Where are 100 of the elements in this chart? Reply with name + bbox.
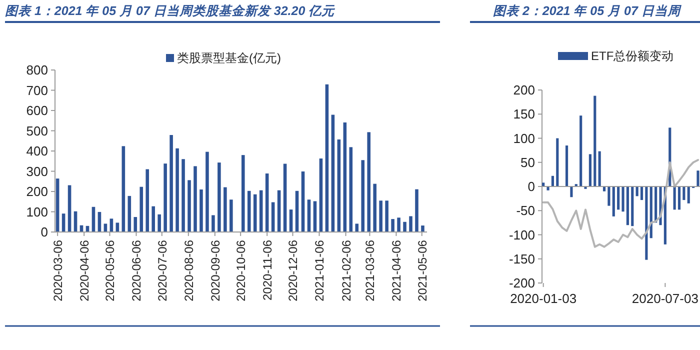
y-tick-label: 50 — [520, 154, 535, 170]
y-tick-label: 300 — [26, 164, 48, 179]
bar — [622, 186, 624, 212]
bar — [570, 186, 573, 198]
y-tick-label: 700 — [26, 82, 48, 98]
bar — [176, 148, 179, 232]
bar — [673, 186, 676, 210]
y-tick-label: 200 — [26, 184, 48, 199]
legend-label: ETF总份额变动 — [591, 49, 674, 63]
bar — [373, 184, 376, 232]
y-tick-label: 0 — [528, 179, 535, 194]
bar — [594, 96, 596, 186]
bar — [421, 226, 424, 232]
bar — [397, 218, 400, 232]
x-tick-label: 2021-05-06 — [415, 240, 430, 302]
y-tick-label: -50 — [516, 203, 535, 218]
bar — [391, 219, 394, 232]
bar — [696, 170, 700, 186]
bar — [188, 180, 191, 232]
x-tick-label: 2020-06-06 — [130, 240, 144, 302]
bar — [56, 178, 60, 232]
y-tick-label: 150 — [513, 106, 535, 122]
bar — [349, 147, 353, 232]
y-tick-label: 800 — [26, 62, 48, 78]
bar — [565, 145, 568, 186]
bar — [224, 187, 227, 232]
bar — [551, 176, 554, 186]
bar — [650, 186, 652, 238]
bar — [140, 186, 144, 232]
bar — [403, 222, 406, 232]
bar — [128, 196, 132, 232]
bar — [152, 206, 155, 232]
bar — [415, 189, 418, 232]
bar — [122, 146, 126, 232]
bar — [608, 186, 610, 206]
bar — [355, 224, 359, 232]
bar — [319, 158, 323, 232]
bar — [295, 190, 299, 232]
bar — [379, 200, 382, 232]
bar — [200, 189, 203, 232]
bar — [194, 166, 197, 232]
bar — [546, 186, 550, 190]
x-tick-label: 2020-01-03 — [510, 291, 577, 306]
x-tick-label: 2020-07-06 — [155, 240, 170, 302]
x-tick-label: 2021-01-06 — [312, 240, 327, 302]
y-tick-label: 600 — [26, 103, 48, 118]
bar — [598, 151, 601, 186]
bar — [645, 186, 648, 260]
chart-title: 图表 1：2021 年 05 月 07 日当周类股基金新发 32.20 亿元 — [5, 4, 336, 18]
bar — [626, 186, 629, 226]
bar — [265, 173, 269, 232]
y-tick-label: -200 — [508, 276, 535, 290]
bar — [640, 186, 644, 200]
chart-title: 图表 2：2021 年 05 月 07 日当周 — [493, 4, 682, 18]
bar — [556, 138, 559, 186]
x-tick-label: 2020-07-03 — [632, 291, 698, 306]
bar — [134, 217, 138, 232]
bar — [277, 190, 281, 232]
y-tick-label: -100 — [508, 227, 535, 242]
bar — [247, 190, 251, 232]
x-tick-label: 2020-08-06 — [182, 240, 196, 302]
x-tick-label: 2020-05-06 — [103, 240, 118, 302]
y-tick-label: 200 — [513, 82, 535, 98]
bar — [580, 116, 582, 186]
x-tick-label: 2020-11-06 — [260, 240, 275, 300]
bar — [325, 84, 329, 232]
bar — [259, 190, 263, 232]
bar — [212, 215, 215, 232]
bar — [164, 164, 167, 232]
bar — [331, 114, 335, 232]
bar — [301, 171, 305, 232]
bar — [158, 214, 161, 232]
bar — [678, 186, 681, 210]
x-tick-label: 2020-09-06 — [208, 240, 222, 302]
bar — [636, 186, 638, 196]
bar — [170, 135, 173, 232]
y-tick-label: 0 — [40, 224, 48, 240]
y-tick-label: 500 — [26, 123, 48, 138]
bar — [182, 159, 185, 232]
bar — [283, 164, 287, 232]
bar — [409, 216, 412, 232]
bar — [218, 162, 221, 232]
x-tick-label: 2021-04-06 — [390, 240, 404, 302]
x-tick-label: 2021-02-06 — [339, 240, 354, 302]
y-tick-label: -150 — [508, 251, 535, 266]
x-tick-label: 2020-04-06 — [78, 240, 92, 302]
bar — [361, 160, 365, 232]
bar — [337, 139, 341, 232]
x-tick-label: 2020-12-06 — [286, 240, 300, 302]
bar — [612, 186, 615, 216]
bar — [68, 185, 72, 232]
y-tick-label: 100 — [26, 204, 48, 220]
bar — [307, 200, 311, 232]
bar — [682, 186, 686, 200]
bar — [343, 122, 347, 232]
bar — [367, 132, 370, 232]
x-tick-label: 2020-03-06 — [51, 240, 66, 302]
bar — [313, 201, 317, 232]
bar — [271, 202, 275, 232]
bar — [146, 169, 150, 232]
